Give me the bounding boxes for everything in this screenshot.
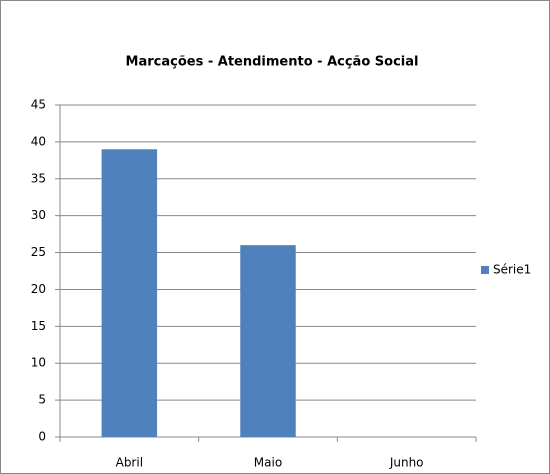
y-tick-label: 10 xyxy=(31,356,46,370)
y-tick-label: 5 xyxy=(38,393,46,407)
y-tick-label: 20 xyxy=(31,282,46,296)
x-tick-label: Junho xyxy=(389,456,424,470)
chart-title: Marcações - Atendimento - Acção Social xyxy=(126,55,419,70)
legend-label: Série1 xyxy=(493,263,531,277)
y-tick-label: 30 xyxy=(31,208,46,222)
y-tick-label: 35 xyxy=(31,171,46,185)
y-tick-label: 15 xyxy=(31,319,46,333)
x-tick-label: Maio xyxy=(254,456,282,470)
legend-swatch xyxy=(481,266,489,274)
bar xyxy=(101,149,158,437)
y-tick-label: 45 xyxy=(31,98,46,112)
y-tick-label: 40 xyxy=(31,134,46,148)
bar xyxy=(240,245,296,437)
x-tick-label: Abril xyxy=(116,456,143,470)
y-tick-label: 25 xyxy=(31,245,46,259)
y-tick-label: 0 xyxy=(38,430,46,444)
